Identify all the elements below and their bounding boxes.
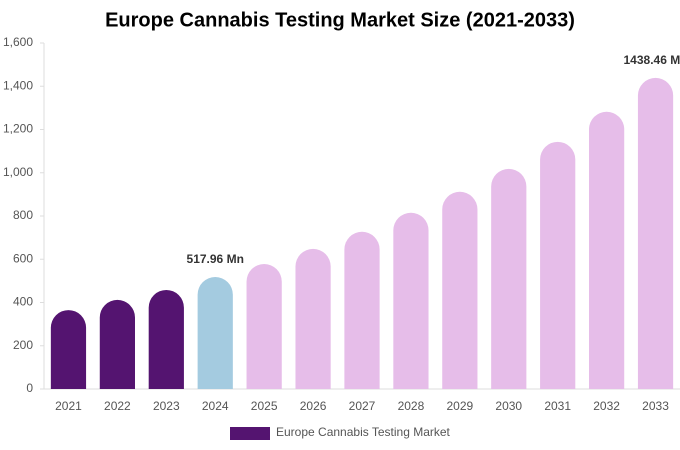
y-tick-label: 1,000 <box>3 165 33 179</box>
bar <box>50 310 87 389</box>
x-tick-label: 2033 <box>642 399 669 413</box>
y-tick-label: 1,200 <box>3 122 33 136</box>
bar <box>393 212 429 389</box>
legend-swatch <box>230 427 270 440</box>
y-tick-label: 800 <box>13 208 33 222</box>
x-tick-label: 2030 <box>495 399 522 413</box>
bar <box>589 111 625 390</box>
x-tick-label: 2031 <box>544 399 571 413</box>
bar <box>637 77 674 390</box>
y-tick-label: 400 <box>13 295 33 309</box>
value-label: 517.96 Mn <box>187 252 244 266</box>
y-tick-label: 1,400 <box>3 78 33 92</box>
x-tick-label: 2026 <box>300 399 327 413</box>
x-tick-label: 2025 <box>251 399 278 413</box>
x-tick-label: 2023 <box>153 399 180 413</box>
bar <box>197 276 233 389</box>
y-tick-label: 1,600 <box>3 35 33 49</box>
bar <box>99 299 135 389</box>
bar <box>540 141 576 389</box>
y-tick-label: 0 <box>26 381 33 395</box>
y-tick-label: 600 <box>13 251 33 265</box>
x-tick-label: 2032 <box>593 399 620 413</box>
x-tick-label: 2024 <box>202 399 229 413</box>
legend-label: Europe Cannabis Testing Market <box>276 425 451 439</box>
x-tick-label: 2029 <box>446 399 473 413</box>
bar <box>295 248 331 389</box>
chart-title: Europe Cannabis Testing Market Size (202… <box>105 9 575 31</box>
x-tick-label: 2022 <box>104 399 131 413</box>
value-label: 1438.46 Mn <box>624 53 680 67</box>
bar <box>344 231 380 389</box>
bar <box>148 289 184 389</box>
bar <box>442 191 478 389</box>
x-tick-label: 2028 <box>398 399 425 413</box>
y-tick-label: 200 <box>13 338 33 352</box>
x-tick-label: 2027 <box>349 399 376 413</box>
bar <box>491 168 527 389</box>
x-tick-label: 2021 <box>55 399 82 413</box>
bar <box>246 264 282 389</box>
